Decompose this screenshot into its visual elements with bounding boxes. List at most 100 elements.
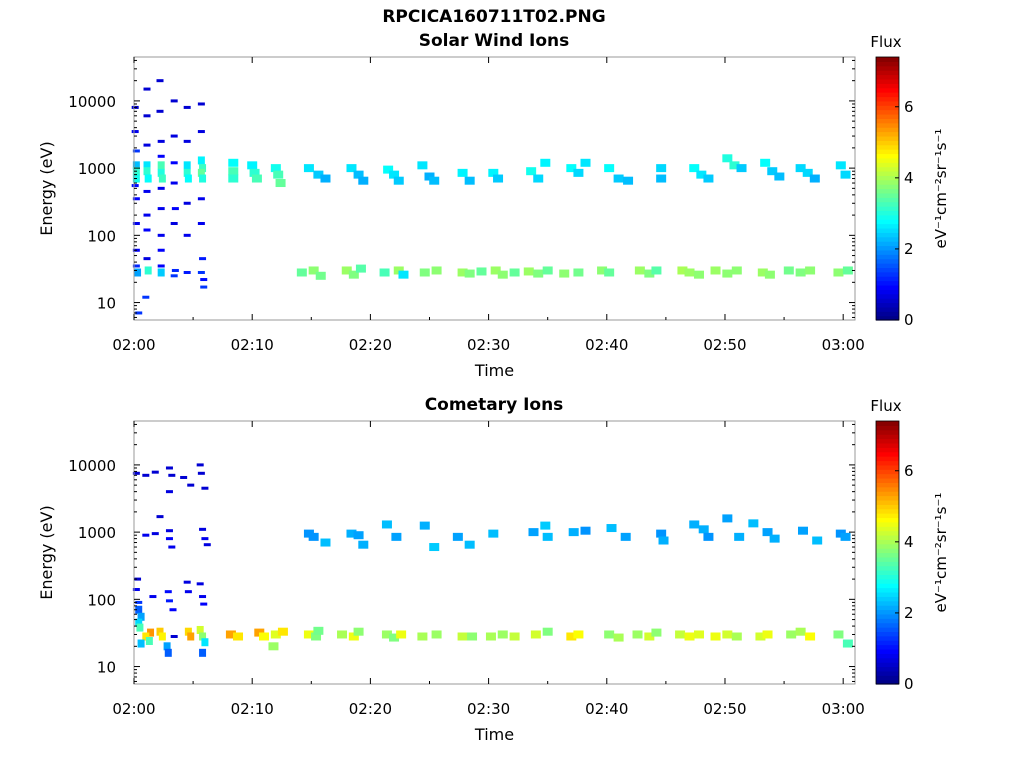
heatmap-cell xyxy=(132,221,140,225)
heatmap-cell xyxy=(675,630,686,639)
colorbar-segment xyxy=(876,635,899,641)
heatmap-cell xyxy=(467,632,478,641)
heatmap-cell xyxy=(533,174,544,183)
colorbar-segment xyxy=(876,521,899,527)
heatmap-cell xyxy=(197,197,205,201)
heatmap-cell xyxy=(731,632,742,641)
heatmap-cell xyxy=(540,521,551,530)
heatmap-cell xyxy=(530,630,541,639)
heatmap-cell xyxy=(151,470,159,474)
heatmap-cell xyxy=(199,257,207,261)
heatmap-cell xyxy=(651,628,662,637)
heatmap-cell xyxy=(249,168,260,177)
colorbar-segment xyxy=(876,670,899,676)
colorbar-segment xyxy=(876,100,899,106)
heatmap-cell xyxy=(698,525,709,534)
heatmap-cell xyxy=(131,130,139,134)
y-tick-label: 10 xyxy=(97,295,116,313)
colorbar-segment xyxy=(876,175,899,181)
heatmap-cell xyxy=(145,636,153,645)
colorbar-segment xyxy=(876,109,899,115)
colorbar-segment xyxy=(876,429,899,435)
heatmap-cell xyxy=(165,529,173,533)
y-tick-label: 100 xyxy=(87,227,116,245)
heatmap-cell xyxy=(710,632,721,641)
colorbar-tick-label: 4 xyxy=(904,533,914,551)
heatmap-cell xyxy=(170,161,178,165)
heatmap-cell xyxy=(228,158,239,167)
heatmap-cell xyxy=(199,174,207,183)
heatmap-cell xyxy=(485,632,496,641)
colorbar-segment xyxy=(876,543,899,549)
heatmap-cell xyxy=(143,213,151,217)
colorbar-segment xyxy=(876,162,899,168)
heatmap-cell xyxy=(199,527,207,531)
colorbar-segment xyxy=(876,179,899,185)
heatmap-cell xyxy=(165,599,173,603)
heatmap-cell xyxy=(270,164,281,173)
heatmap-cell xyxy=(644,269,655,278)
colorbar-segment xyxy=(876,653,899,659)
colorbar-segment xyxy=(876,153,899,159)
heatmap-cell xyxy=(144,266,152,275)
colorbar-segment xyxy=(876,486,899,492)
heatmap-cell xyxy=(273,170,284,179)
y-tick-label: 10 xyxy=(97,659,116,677)
heatmap-cell xyxy=(184,590,192,594)
heatmap-cell xyxy=(170,99,178,103)
heatmap-cell xyxy=(509,268,520,277)
heatmap-cell xyxy=(135,618,143,627)
heatmap-cell xyxy=(157,168,165,177)
heatmap-cell xyxy=(143,114,151,118)
heatmap-cell xyxy=(143,87,151,91)
heatmap-cell xyxy=(429,176,440,185)
heatmap-cell xyxy=(199,632,207,641)
heatmap-cell xyxy=(559,269,570,278)
heatmap-cell xyxy=(703,532,714,541)
heatmap-cell xyxy=(677,266,688,275)
heatmap-cell xyxy=(651,266,662,275)
plot-frame xyxy=(133,420,856,685)
heatmap-cell xyxy=(383,165,394,174)
colorbar-segment xyxy=(876,96,899,102)
heatmap-cell xyxy=(833,268,844,277)
heatmap-cell xyxy=(684,268,695,277)
heatmap-cell xyxy=(656,529,667,538)
heatmap-cell xyxy=(419,521,430,530)
x-tick-label: 02:40 xyxy=(585,336,628,354)
heatmap-cell xyxy=(526,167,537,176)
heatmap-cell xyxy=(131,184,139,188)
colorbar-segment xyxy=(876,434,899,440)
heatmap-cell xyxy=(165,490,173,494)
colorbar-cometary: 0 2 4 6 Flux eV⁻¹cm⁻²sr⁻¹s⁻¹ xyxy=(870,397,950,693)
heatmap-cell xyxy=(268,642,279,651)
heatmap-cell xyxy=(722,154,733,163)
colorbar-segment xyxy=(876,149,899,155)
heatmap-cell xyxy=(755,632,766,641)
colorbar-unit-label: eV⁻¹cm⁻²sr⁻¹s⁻¹ xyxy=(932,493,950,613)
heatmap-cell xyxy=(142,473,150,477)
heatmap-cell xyxy=(840,170,851,179)
plot-frame xyxy=(133,56,856,321)
colorbar-segment xyxy=(876,442,899,448)
heatmap-cell xyxy=(353,531,364,540)
heatmap-cell xyxy=(137,639,145,648)
heatmap-cell xyxy=(199,164,207,173)
heatmap-cell xyxy=(163,642,171,651)
heatmap-cell xyxy=(689,164,700,173)
colorbar-segment xyxy=(876,245,899,251)
colorbar-segment xyxy=(876,657,899,663)
heatmap-cell xyxy=(142,533,150,537)
heatmap-cell xyxy=(795,268,806,277)
colorbar-tick-label: 4 xyxy=(904,169,914,187)
panel-2-title: Cometary Ions xyxy=(424,395,564,415)
heatmap-cell xyxy=(566,164,577,173)
heatmap-cell xyxy=(168,473,176,477)
colorbar-segment xyxy=(876,666,899,672)
colorbar-segment xyxy=(876,315,899,321)
heatmap-cell xyxy=(170,134,178,138)
heatmap-cell xyxy=(308,532,319,541)
colorbar-segment xyxy=(876,539,899,545)
heatmap-cell xyxy=(457,168,468,177)
x-tick-label: 03:00 xyxy=(822,336,865,354)
